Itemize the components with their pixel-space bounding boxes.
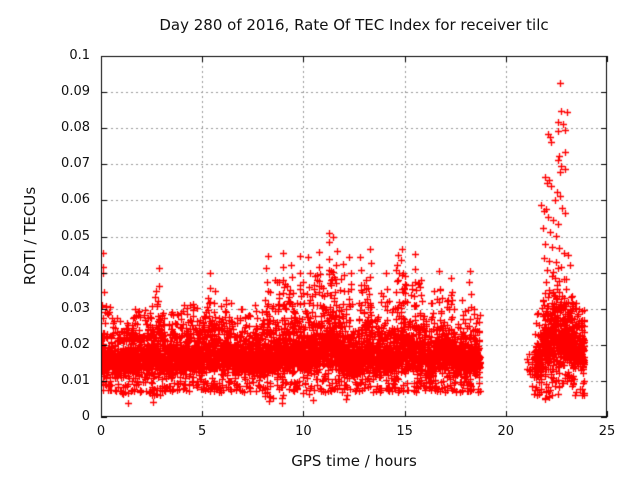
y-tick-label: 0.06 [61,192,90,208]
y-tick-label: 0.05 [61,228,90,244]
chart-title: Day 280 of 2016, Rate Of TEC Index for r… [159,16,549,34]
y-tick-label: 0.07 [61,156,90,172]
y-tick-label: 0.08 [61,120,90,136]
y-tick-label: 0.1 [69,48,90,63]
x-tick-label: 5 [198,424,207,439]
x-tick-label: 10 [295,424,312,439]
y-tick-label: 0.01 [61,372,90,388]
y-tick-label: 0.03 [61,300,90,316]
x-tick-label: 25 [598,424,616,439]
y-tick-label: 0.09 [61,84,90,100]
y-tick-label: 0.02 [61,336,90,352]
x-tick-label: 20 [497,424,515,439]
x-tick-label: 0 [96,424,106,439]
x-axis-title: GPS time / hours [291,452,417,470]
y-tick-label: 0.04 [61,264,90,280]
y-tick-label: 0 [81,409,90,424]
x-tick-label: 15 [396,424,413,439]
